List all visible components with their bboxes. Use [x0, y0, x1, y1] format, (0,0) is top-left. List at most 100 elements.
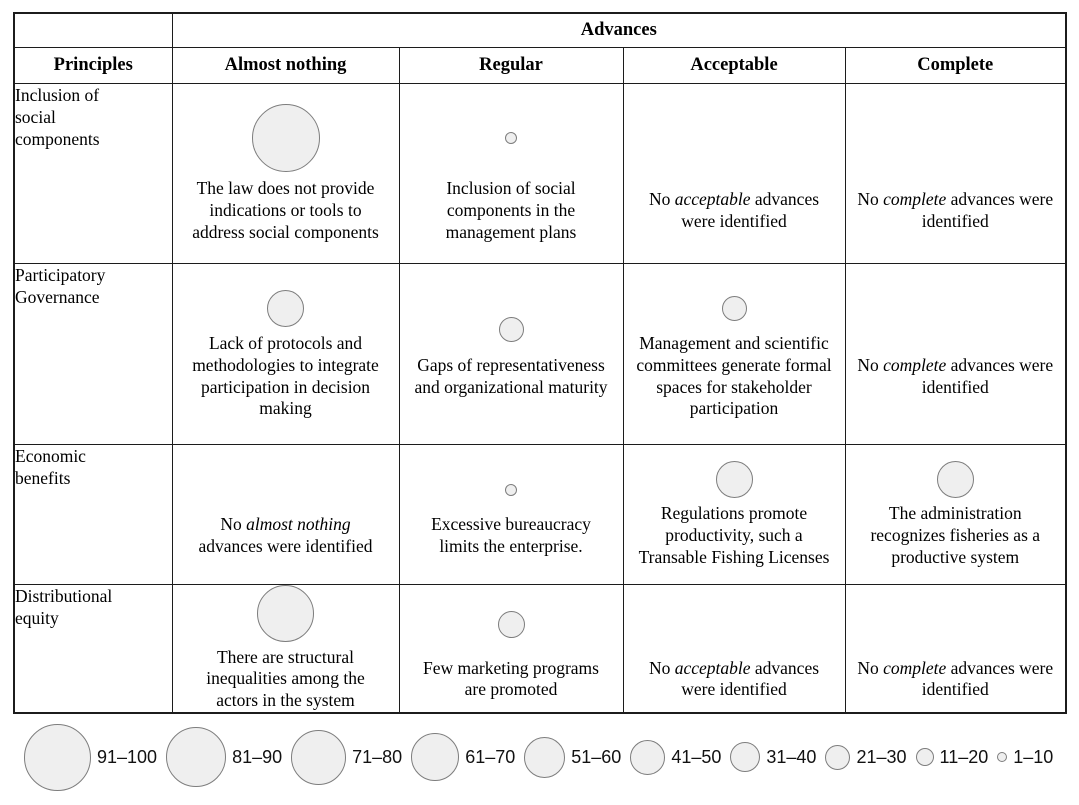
value-bubble — [498, 317, 524, 343]
legend-label: 1–10 — [1013, 746, 1054, 767]
value-bubble — [24, 723, 91, 791]
cell-description: Few marketing programs are promoted — [423, 657, 599, 700]
legend-item: 1–10 — [997, 747, 1053, 768]
legend-label: 21–30 — [856, 746, 907, 767]
bubble-slot — [173, 470, 399, 510]
legend-item: 51–60 — [524, 736, 622, 778]
column-header-row: Principles Almost nothing Regular Accept… — [13, 46, 1067, 84]
cell-description: The law does not provide indications or … — [192, 178, 379, 242]
column-header-acceptable: Acceptable — [622, 46, 846, 84]
advance-cell: Few marketing programs are promoted — [398, 583, 624, 714]
advance-cell: No complete advances were identified — [844, 583, 1067, 714]
value-bubble — [715, 460, 753, 498]
cell-description: No almost nothing advances were identifi… — [198, 514, 373, 556]
value-bubble — [730, 742, 761, 772]
advance-cell: Excessive bureaucracy limits the enterpr… — [398, 443, 624, 585]
value-bubble — [505, 132, 517, 145]
advances-header-row: Advances — [13, 12, 1067, 48]
legend-item: 11–20 — [915, 747, 988, 768]
cell-description: Management and scientific committees gen… — [636, 333, 832, 419]
principle-cell: Distributional equity — [13, 583, 173, 714]
legend-label: 31–40 — [766, 746, 817, 767]
bubble-slot — [846, 309, 1066, 351]
legend-item: 31–40 — [730, 742, 816, 772]
advance-cell: No acceptable advances were identified — [622, 583, 846, 714]
value-bubble — [257, 585, 314, 643]
advance-cell: No complete advances were identified — [844, 82, 1067, 264]
principle-label: Inclusion of social components — [15, 84, 100, 150]
value-bubble — [524, 736, 566, 778]
bubble-size-legend: 91–100 81–90 71–80 61–70 51–60 41–50 31–40 21–3… — [24, 712, 1070, 802]
legend-label: 41–50 — [671, 746, 722, 767]
legend-label: 71–80 — [352, 746, 403, 767]
advance-cell: The administration recognizes fisheries … — [844, 443, 1067, 585]
principles-header: Principles — [13, 46, 173, 84]
bubble-slot — [624, 287, 845, 329]
cell-description: Lack of protocols and methodologies to i… — [192, 333, 379, 419]
bubble-slot — [173, 102, 399, 174]
bubble-slot — [846, 459, 1066, 499]
bubble-slot — [400, 470, 623, 510]
advances-header: Advances — [171, 12, 1067, 48]
legend-label: 81–90 — [232, 746, 283, 767]
value-bubble — [721, 295, 747, 321]
table-row: Participatory Governance Lack of protocol… — [13, 262, 1067, 445]
legend-item: 21–30 — [825, 744, 907, 770]
bubble-slot — [624, 596, 845, 654]
principle-label: Participatory Governance — [15, 264, 106, 307]
cell-description: No acceptable advances were identified — [648, 657, 820, 700]
value-bubble — [251, 104, 320, 173]
value-bubble — [936, 460, 974, 498]
value-bubble — [497, 611, 525, 639]
advance-cell: Management and scientific committees gen… — [622, 262, 846, 445]
bubble-slot — [846, 596, 1066, 654]
bubble-slot — [173, 585, 399, 643]
principle-label: Distributional equity — [15, 585, 113, 628]
value-bubble — [997, 752, 1008, 762]
legend-label: 91–100 — [97, 746, 158, 767]
table-body: Inclusion of social components The law do… — [13, 82, 1067, 714]
advance-cell: Inclusion of social components in the ma… — [398, 82, 624, 264]
legend-item: 61–70 — [411, 733, 515, 781]
legend-item: 81–90 — [166, 727, 282, 787]
cell-description: Excessive bureaucracy limits the enterpr… — [431, 514, 591, 556]
cell-description: The administration recognizes fisheries … — [870, 503, 1041, 567]
cell-description: No acceptable advances were identified — [648, 189, 820, 231]
cell-description: There are structural inequalities among … — [206, 646, 365, 711]
advance-cell: Regulations promote productivity, such a… — [622, 443, 846, 585]
bubble-slot — [400, 309, 623, 351]
value-bubble — [267, 289, 304, 327]
column-header-complete: Complete — [844, 46, 1067, 84]
principle-cell: Participatory Governance — [13, 262, 173, 445]
bubble-slot — [846, 113, 1066, 185]
column-header-regular: Regular — [398, 46, 624, 84]
principle-cell: Economic benefits — [13, 443, 173, 585]
table-row: Inclusion of social components The law do… — [13, 82, 1067, 264]
value-bubble — [825, 744, 851, 770]
value-bubble — [411, 733, 460, 781]
legend-item: 91–100 — [24, 723, 158, 791]
corner-cell — [13, 12, 173, 48]
value-bubble — [505, 484, 517, 497]
column-header-almost-nothing: Almost nothing — [171, 46, 400, 84]
cell-description: Inclusion of social components in the ma… — [445, 178, 577, 242]
principle-cell: Inclusion of social components — [13, 82, 173, 264]
bubble-slot — [400, 596, 623, 654]
advance-cell: No complete advances were identified — [844, 262, 1067, 445]
bubble-slot — [624, 113, 845, 185]
legend-label: 51–60 — [571, 746, 622, 767]
advance-cell: Gaps of representativeness and organizat… — [398, 262, 624, 445]
legend-item: 71–80 — [291, 729, 403, 785]
table-row: Economic benefits No almost nothing advan… — [13, 443, 1067, 585]
advance-cell: Lack of protocols and methodologies to i… — [171, 262, 400, 445]
advance-cell: No almost nothing advances were identifi… — [171, 443, 400, 585]
value-bubble — [166, 727, 227, 787]
bubble-slot — [173, 287, 399, 329]
principle-label: Economic benefits — [15, 445, 86, 488]
bubble-slot — [400, 102, 623, 174]
value-bubble — [630, 739, 666, 775]
advance-cell: The law does not provide indications or … — [171, 82, 400, 264]
value-bubble — [291, 729, 347, 785]
cell-description: No complete advances were identified — [857, 354, 1054, 397]
